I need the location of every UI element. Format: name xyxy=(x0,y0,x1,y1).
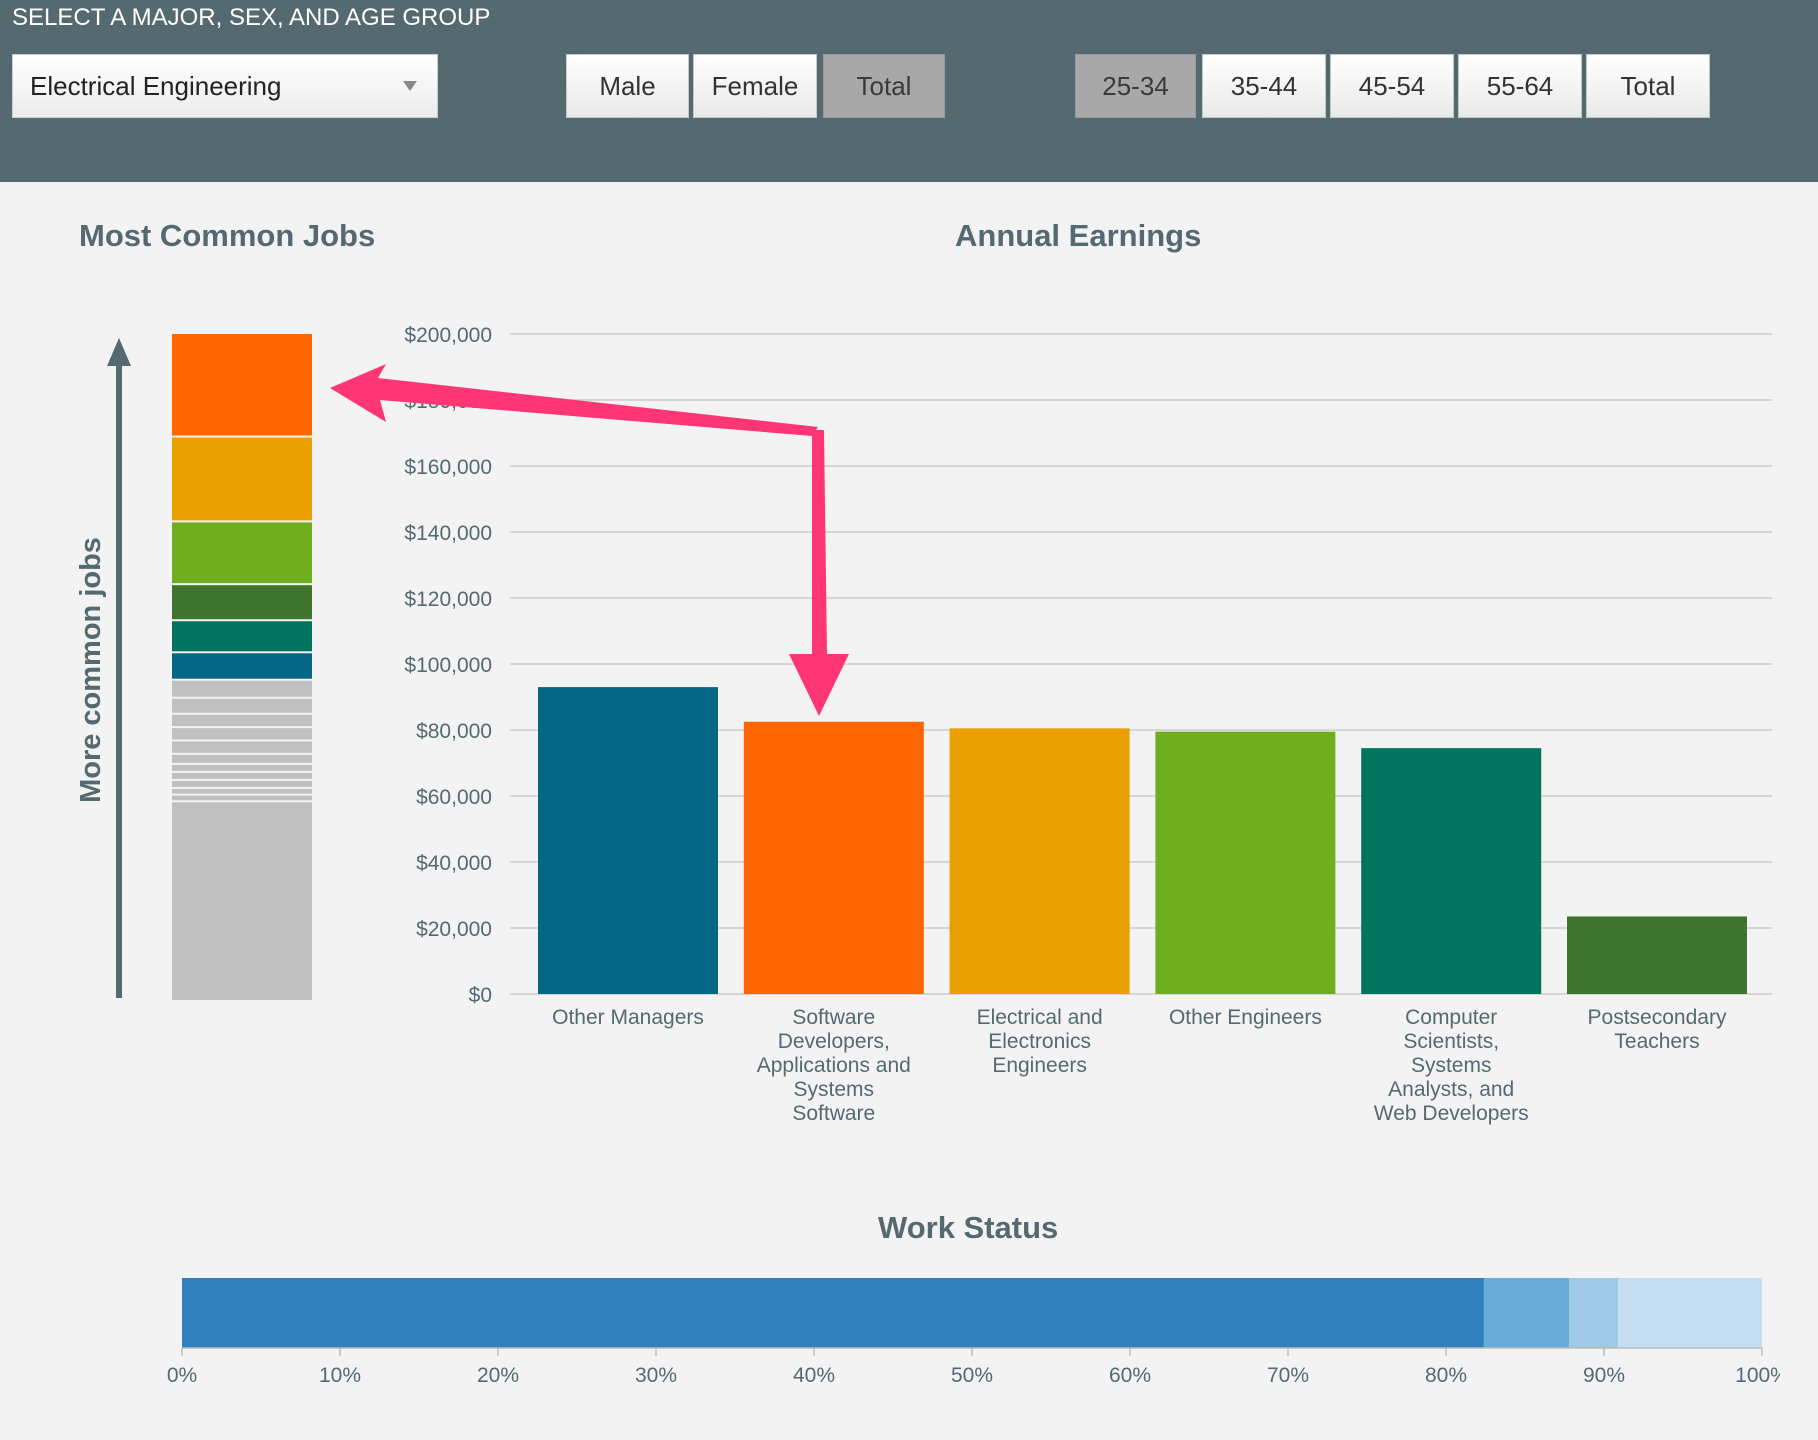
earnings-x-tick-label: Electrical and Electronics Engineers xyxy=(977,1006,1103,1077)
work-status-x-tick-label: 80% xyxy=(1425,1364,1467,1387)
work-status-x-tick-label: 100% xyxy=(1735,1364,1780,1387)
earnings-bar[interactable] xyxy=(1155,731,1336,994)
jobs-segment[interactable] xyxy=(172,714,312,727)
jobs-title: Most Common Jobs xyxy=(79,218,376,253)
earnings-y-tick-label: $160,000 xyxy=(404,456,492,479)
arrow-up-icon xyxy=(107,338,131,366)
major-dropdown-value: Electrical Engineering xyxy=(30,71,282,101)
jobs-segment[interactable] xyxy=(172,728,312,740)
jobs-segment[interactable] xyxy=(172,795,312,801)
jobs-segment[interactable] xyxy=(172,334,312,436)
age-button-45-54[interactable]: 45-54 xyxy=(1330,54,1454,118)
work-status-x-tick-label: 90% xyxy=(1583,1364,1625,1387)
earnings-y-tick-label: $0 xyxy=(469,984,492,1007)
work-status-x-tick-label: 50% xyxy=(951,1364,993,1387)
work-status-x-tick-label: 0% xyxy=(167,1364,197,1387)
earnings-y-tick-label: $200,000 xyxy=(404,324,492,347)
age-button-35-44[interactable]: 35-44 xyxy=(1202,54,1326,118)
jobs-segment[interactable] xyxy=(172,585,312,620)
earnings-x-tick-label: Software Developers, Applications and Syste… xyxy=(757,1006,911,1125)
earnings-x-tick-label: Other Managers xyxy=(552,1006,704,1029)
work-status-title: Work Status xyxy=(878,1210,1059,1245)
jobs-segment[interactable] xyxy=(172,437,312,521)
work-status-segment[interactable] xyxy=(1618,1278,1762,1348)
earnings-bar[interactable] xyxy=(743,721,924,994)
jobs-segment[interactable] xyxy=(172,802,312,1000)
earnings-y-tick-label: $100,000 xyxy=(404,654,492,677)
jobs-chart: More common jobs xyxy=(75,334,312,1000)
earnings-x-tick-label: Postsecondary Teachers xyxy=(1588,1006,1727,1053)
work-status-segment[interactable] xyxy=(182,1278,1484,1348)
jobs-segment[interactable] xyxy=(172,621,312,652)
earnings-y-tick-label: $40,000 xyxy=(416,852,492,875)
jobs-segment[interactable] xyxy=(172,788,312,794)
jobs-segment[interactable] xyxy=(172,522,312,584)
sex-button-female[interactable]: Female xyxy=(693,54,817,118)
earnings-y-tick-label: $120,000 xyxy=(404,588,492,611)
earnings-title: Annual Earnings xyxy=(955,218,1202,253)
earnings-x-tick-label: Computer Scientists, Systems Analysts, and W… xyxy=(1374,1006,1529,1125)
sex-button-total[interactable]: Total xyxy=(823,54,945,118)
jobs-segment[interactable] xyxy=(172,754,312,763)
earnings-y-tick-label: $140,000 xyxy=(404,522,492,545)
earnings-y-tick-label: $180,000 xyxy=(404,390,492,413)
jobs-segment[interactable] xyxy=(172,680,312,697)
earnings-bar[interactable] xyxy=(949,728,1130,994)
work-status-x-tick-label: 20% xyxy=(477,1364,519,1387)
earnings-chart: $0 $20,000 $40,000 $60,000 $80,000 $100,000 $1… xyxy=(404,324,1772,1125)
earnings-bar[interactable] xyxy=(1361,748,1542,994)
sex-button-male[interactable]: Male xyxy=(566,54,689,118)
work-status-x-tick-label: 40% xyxy=(793,1364,835,1387)
earnings-y-tick-label: $20,000 xyxy=(416,918,492,941)
work-status-x-tick-label: 70% xyxy=(1267,1364,1309,1387)
work-status-x-tick-label: 10% xyxy=(319,1364,361,1387)
age-button-55-64[interactable]: 55-64 xyxy=(1458,54,1582,118)
earnings-bar[interactable] xyxy=(538,687,718,994)
jobs-segment[interactable] xyxy=(172,698,312,713)
work-status-segment[interactable] xyxy=(1569,1278,1619,1348)
jobs-segment[interactable] xyxy=(172,653,312,679)
more-common-jobs-label: More common jobs xyxy=(75,537,107,803)
chevron-down-icon xyxy=(403,81,417,91)
work-status-chart: 0% 10% 20% 30% 40% 50% 60% 70% 80% 90% 100% xyxy=(167,1278,1780,1387)
age-button-total[interactable]: Total xyxy=(1586,54,1710,118)
major-dropdown[interactable]: Electrical Engineering xyxy=(12,54,438,118)
age-button-25-34[interactable]: 25-34 xyxy=(1075,54,1196,118)
work-status-segment[interactable] xyxy=(1483,1278,1570,1348)
earnings-y-tick-label: $80,000 xyxy=(416,720,492,743)
earnings-y-tick-label: $60,000 xyxy=(416,786,492,809)
earnings-bar[interactable] xyxy=(1567,916,1747,994)
jobs-segment[interactable] xyxy=(172,772,312,779)
jobs-segment[interactable] xyxy=(172,780,312,787)
control-bar: SELECT A MAJOR, SEX, AND AGE GROUP Elect… xyxy=(0,0,1818,182)
jobs-segment[interactable] xyxy=(172,764,312,771)
work-status-x-tick-label: 30% xyxy=(635,1364,677,1387)
control-bar-label: SELECT A MAJOR, SEX, AND AGE GROUP xyxy=(12,4,491,31)
work-status-x-tick-label: 60% xyxy=(1109,1364,1151,1387)
jobs-segment[interactable] xyxy=(172,741,312,753)
earnings-x-tick-label: Other Engineers xyxy=(1169,1006,1322,1029)
